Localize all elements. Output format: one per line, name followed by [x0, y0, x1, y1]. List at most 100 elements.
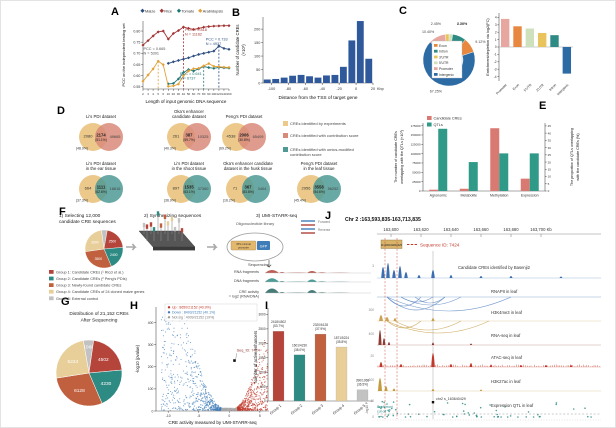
svg-text:67.25%: 67.25% — [430, 90, 443, 94]
svg-text:N = 11162: N = 11162 — [185, 33, 202, 37]
svg-text:71: 71 — [233, 186, 238, 191]
svg-text:2: 2 — [142, 92, 144, 96]
panel-label-h: H — [130, 300, 138, 312]
svg-text:Bonferroni: Bonferroni — [377, 405, 393, 409]
svg-text:Forward: Forward — [318, 220, 330, 224]
svg-text:1111: 1111 — [97, 185, 106, 190]
svg-text:Oligonucleotide library: Oligonucleotide library — [236, 221, 275, 226]
svg-text:0: 0 — [228, 414, 230, 418]
svg-text:2320/6128: 2320/6128 — [313, 323, 328, 327]
svg-text:-2: -2 — [494, 60, 497, 64]
panel-E-qtl-overlap-bars: 0 25000 50000 75000 100000 125000 150000 175000… — [393, 109, 615, 217]
svg-text:Group 1: Group 1 — [269, 404, 282, 416]
svg-text:35: 35 — [548, 139, 552, 143]
svg-text:5224: 5224 — [68, 359, 79, 365]
svg-text:in the ear tissue: in the ear tissue — [86, 166, 117, 171]
svg-text:Li's PDI dataset: Li's PDI dataset — [86, 114, 117, 119]
svg-text:4538: 4538 — [227, 134, 237, 139]
svg-text:Methylation: Methylation — [490, 194, 508, 198]
svg-text:37360: 37360 — [198, 186, 210, 191]
svg-text:(63.1%): (63.1%) — [183, 190, 195, 194]
svg-text:Metabolite: Metabolite — [460, 194, 477, 198]
svg-text:Li's PDI dataset: Li's PDI dataset — [174, 161, 205, 166]
svg-text:N = 5391: N = 5391 — [144, 51, 160, 55]
svg-text:390/1068: 390/1068 — [356, 379, 370, 383]
svg-text:Li's PDI dataset: Li's PDI dataset — [86, 161, 117, 166]
svg-text:cut-off: cut-off — [377, 410, 386, 414]
svg-text:Promoter: Promoter — [439, 67, 454, 71]
svg-text:140: 140 — [221, 92, 226, 96]
svg-text:5: 5 — [259, 414, 261, 418]
svg-text:10.40%: 10.40% — [422, 30, 435, 34]
svg-text:Promoter: Promoter — [495, 82, 508, 95]
svg-text:3: 3 — [147, 92, 149, 96]
svg-text:Number of candidate CREs: Number of candidate CREs — [235, 25, 240, 76]
svg-text:(×10³): (×10³) — [241, 44, 246, 56]
svg-text:Distance from the TSS of targe: Distance from the TSS of target gene — [278, 95, 357, 101]
svg-text:Not sig : 4009/21152 (19%): Not sig : 4009/21152 (19%) — [172, 316, 214, 320]
svg-text:25000: 25000 — [412, 180, 421, 184]
svg-text:CRE activity: CRE activity — [239, 290, 259, 294]
svg-text:70: 70 — [197, 92, 201, 96]
svg-text:5'UTR: 5'UTR — [523, 82, 533, 92]
svg-text:163,600: 163,600 — [383, 227, 399, 232]
svg-text:Number of active enhancers: Number of active enhancers — [253, 331, 258, 383]
svg-text:1068: 1068 — [83, 344, 94, 350]
svg-text:50: 50 — [187, 92, 191, 96]
svg-text:The number of candidate CREs: The number of candidate CREs — [394, 131, 398, 183]
svg-text:(38.0%): (38.0%) — [294, 348, 305, 352]
svg-text:overlapping with the QTLs (×10: overlapping with the QTLs (×10³) — [400, 130, 404, 184]
svg-text:0.55: 0.55 — [133, 85, 140, 89]
svg-text:-log10 P: -log10 P — [365, 402, 369, 414]
svg-text:3000: 3000 — [259, 313, 266, 317]
svg-text:4502: 4502 — [98, 357, 109, 363]
svg-text:Seq_ID: 7424: Seq_ID: 7424 — [237, 349, 260, 353]
panel-A-chart: Maize Rice Tomato Arabidopsis 0.55 0.60 0.65 0.… — [121, 8, 232, 104]
svg-text:RNA-seq in leaf: RNA-seq in leaf — [491, 333, 521, 338]
svg-text:160: 160 — [226, 92, 231, 96]
svg-text:3558: 3558 — [314, 185, 324, 190]
svg-text:Agronomic: Agronomic — [430, 194, 447, 198]
svg-text:500: 500 — [260, 385, 266, 389]
svg-text:Maize: Maize — [145, 8, 155, 13]
svg-text:ATAC-seq in leaf: ATAC-seq in leaf — [491, 355, 523, 360]
svg-text:2956: 2956 — [302, 186, 312, 191]
svg-text:N = 6737: N = 6737 — [180, 77, 196, 81]
svg-text:2.45%: 2.45% — [431, 22, 442, 26]
svg-text:3) UMI-STARR-seq: 3) UMI-STARR-seq — [256, 213, 298, 219]
svg-text:125000: 125000 — [411, 142, 421, 146]
svg-text:100000: 100000 — [411, 152, 421, 156]
panel-E-chart: 0 25000 50000 75000 100000 125000 150000 175000… — [394, 116, 580, 198]
svg-text:2000: 2000 — [259, 341, 266, 345]
svg-text:Sequence ID: 7424: Sequence ID: 7424 — [420, 243, 460, 248]
svg-text:After Sequencing: After Sequencing — [81, 317, 118, 323]
svg-text:163,680: 163,680 — [503, 227, 519, 232]
svg-text:50000: 50000 — [412, 171, 421, 175]
svg-text:with the candidate CREs (%): with the candidate CREs (%) — [576, 133, 580, 180]
svg-text:N = 4937: N = 4937 — [206, 42, 222, 46]
panel-J-genome-browser: Chr 2 :163,593,835-163,713,835 163,600 163… — [345, 211, 615, 427]
svg-text:1) Selecting 12,000: 1) Selecting 12,000 — [59, 213, 101, 219]
svg-text:2: 2 — [495, 30, 497, 34]
svg-text:2.28%: 2.28% — [457, 22, 468, 26]
svg-text:0: 0 — [264, 399, 266, 403]
svg-text:150: 150 — [254, 41, 260, 45]
svg-text:10: 10 — [548, 175, 552, 179]
svg-text:RNAPII in leaf: RNAPII in leaf — [491, 289, 518, 294]
svg-text:65409: 65409 — [253, 134, 264, 139]
svg-text:Exon: Exon — [439, 44, 447, 48]
svg-text:3404: 3404 — [258, 186, 267, 191]
svg-text:Peng's PDI dataset: Peng's PDI dataset — [226, 114, 263, 119]
svg-text:6128: 6128 — [74, 388, 85, 394]
svg-text:4: 4 — [495, 16, 497, 20]
svg-text:1535: 1535 — [184, 185, 194, 190]
svg-text:90: 90 — [207, 92, 211, 96]
panel-B-chart: 0 50 100 150 200 -100 -80 -60 -40 -20 0 20 Kbp Distan… — [235, 17, 384, 101]
svg-text:-5: -5 — [197, 414, 200, 418]
svg-text:Oka's enhancer: Oka's enhancer — [174, 109, 205, 114]
svg-text:3'UTR: 3'UTR — [439, 55, 449, 59]
svg-text:1601/4230: 1601/4230 — [292, 344, 307, 348]
svg-text:600: 600 — [369, 378, 375, 382]
